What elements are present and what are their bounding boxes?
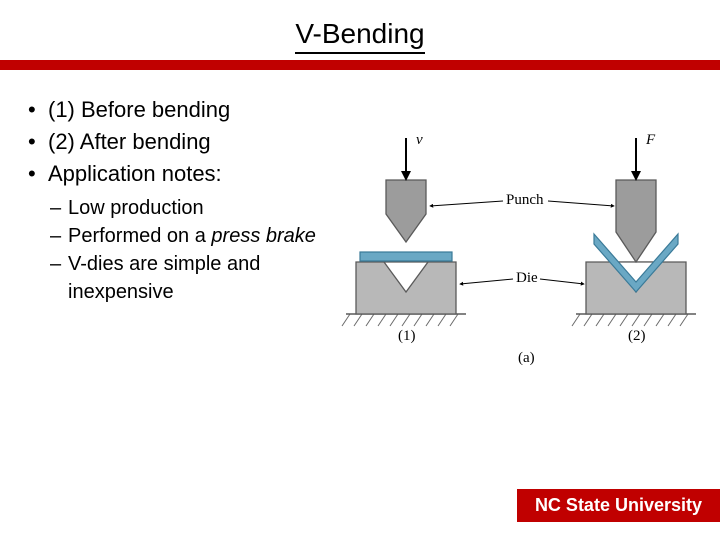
accent-bar (0, 60, 720, 70)
sub-list-item: V-dies are simple and inexpensive (50, 250, 328, 306)
bullet-list: (1) Before bending(2) After bendingAppli… (28, 94, 328, 306)
list-item: Application notes: (28, 158, 328, 190)
vbending-diagram: v F Punch Die (1) (2) (a) (338, 124, 718, 374)
text-column: (1) Before bending(2) After bendingAppli… (28, 94, 328, 379)
title-area: V-Bending (0, 0, 720, 54)
footer-branding: NC State University (517, 489, 720, 522)
sub-list-item: Low production (50, 194, 328, 222)
svg-text:Die: Die (516, 270, 538, 286)
figure-column: v F Punch Die (1) (2) (a) (328, 94, 718, 379)
svg-text:Punch: Punch (506, 192, 544, 208)
list-item: (1) Before bending (28, 94, 328, 126)
svg-text:(2): (2) (628, 328, 646, 344)
content-area: (1) Before bending(2) After bendingAppli… (0, 70, 720, 379)
list-item: (2) After bending (28, 126, 328, 158)
sub-list-item: Performed on a press brake (50, 222, 328, 250)
svg-text:(1): (1) (398, 328, 416, 344)
svg-text:(a): (a) (518, 350, 535, 366)
svg-text:F: F (645, 132, 656, 148)
sub-list: Low productionPerformed on a press brake… (28, 194, 328, 306)
svg-text:v: v (416, 132, 423, 148)
slide-title: V-Bending (295, 18, 424, 54)
